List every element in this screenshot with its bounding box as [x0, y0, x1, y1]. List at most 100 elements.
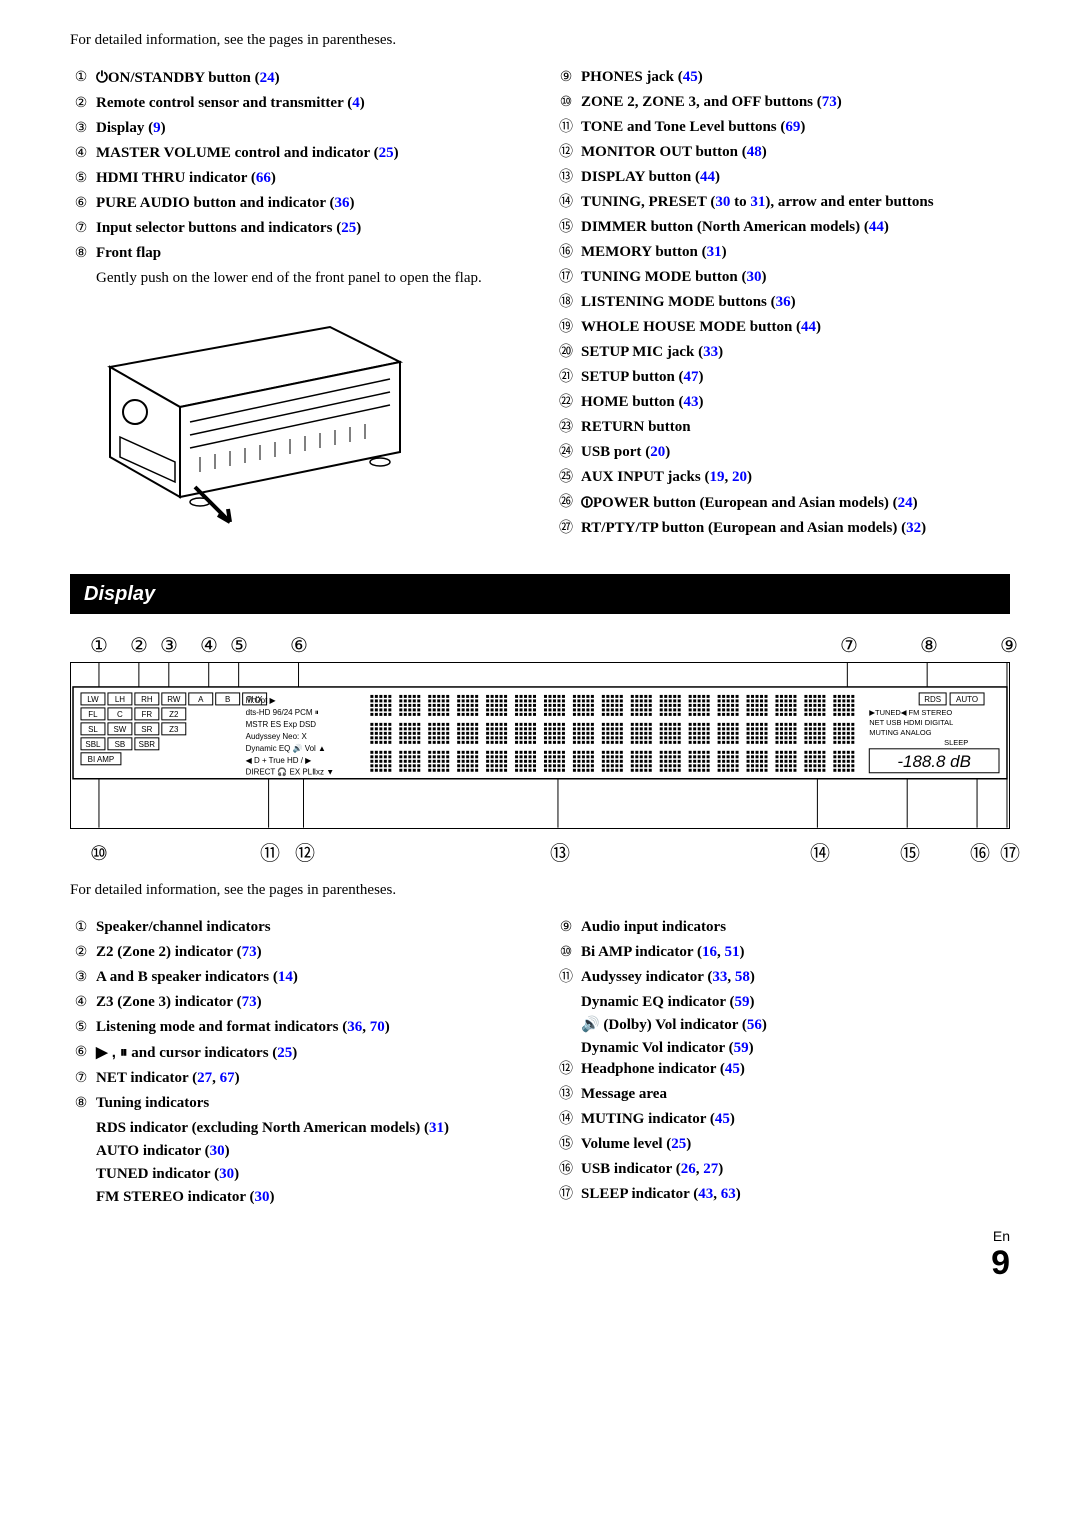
list-item: ⑨PHONES jack (45) — [555, 67, 1010, 88]
display-panel-svg: LWLHRHRWABTHXFLCFRZ2SLSWSRZ3SBLSBSBRBI A… — [70, 662, 1010, 829]
item-body: Display (9) — [96, 118, 525, 139]
list-item: ①Speaker/channel indicators — [70, 917, 525, 938]
list-item: ⑮Volume level (25) — [555, 1134, 1010, 1155]
item-number: ④ — [70, 143, 92, 163]
svg-text:BI AMP: BI AMP — [88, 755, 115, 764]
svg-text:A: A — [198, 695, 204, 704]
item-body: MONITOR OUT button (48) — [581, 142, 1010, 163]
item-body: Speaker/channel indicators — [96, 917, 525, 938]
item-number: ⑯ — [555, 1159, 577, 1179]
display-right-col: ⑨Audio input indicators⑩Bi AMP indicator… — [555, 917, 1010, 1209]
svg-text:SBR: SBR — [139, 740, 156, 749]
svg-text:SBL: SBL — [85, 740, 101, 749]
callout-number: ⑯ — [970, 840, 990, 868]
list-item: ㉒HOME button (43) — [555, 392, 1010, 413]
item-number: ⑦ — [70, 218, 92, 238]
callout-number: ⑭ — [810, 840, 830, 868]
item-body: Tuning indicators — [96, 1093, 525, 1114]
svg-text:B: B — [225, 695, 230, 704]
footer-lang: En — [70, 1227, 1010, 1247]
list-item: ⑳SETUP MIC jack (33) — [555, 342, 1010, 363]
svg-text:LW: LW — [87, 695, 99, 704]
callout-number: ② — [130, 632, 148, 660]
list-item: ㉔USB port (20) — [555, 442, 1010, 463]
item-number: ㉔ — [555, 442, 577, 462]
item-number: ⑭ — [555, 192, 577, 212]
display-section-heading: Display — [70, 574, 1010, 614]
callout-number: ① — [90, 632, 108, 660]
list-item: ③A and B speaker indicators (14) — [70, 967, 525, 988]
item-number: ① — [70, 67, 92, 87]
list-item: ⑯USB indicator (26, 27) — [555, 1159, 1010, 1180]
svg-text:M.Opt ▶: M.Opt ▶ — [246, 696, 277, 705]
item-body: SETUP button (47) — [581, 367, 1010, 388]
item-number: ⑰ — [555, 267, 577, 287]
item-number: ⑨ — [555, 67, 577, 87]
receiver-illustration — [80, 307, 525, 534]
item-body: RT/PTY/TP button (European and Asian mod… — [581, 518, 1010, 539]
item-body: TUNING, PRESET (30 to 31), arrow and ent… — [581, 192, 1010, 213]
item-body: Remote control sensor and transmitter (4… — [96, 93, 525, 114]
item-body: AUX INPUT jacks (19, 20) — [581, 467, 1010, 488]
list-item: ⑪Audyssey indicator (33, 58) — [555, 967, 1010, 988]
item-body: ⏼POWER button (European and Asian models… — [581, 492, 1010, 514]
callout-number: ⑦ — [840, 632, 858, 660]
list-item: ⑩ZONE 2, ZONE 3, and OFF buttons (73) — [555, 92, 1010, 113]
item-body: A and B speaker indicators (14) — [96, 967, 525, 988]
footer-page-number: 9 — [70, 1246, 1010, 1280]
list-item: ㉕AUX INPUT jacks (19, 20) — [555, 467, 1010, 488]
list-item: ⑰TUNING MODE button (30) — [555, 267, 1010, 288]
front-panel-right-col: ⑨PHONES jack (45) ⑩ZONE 2, ZONE 3, and OF… — [555, 67, 1010, 544]
item-body: LISTENING MODE buttons (36) — [581, 292, 1010, 313]
callout-number: ⑧ — [920, 632, 938, 660]
intro-text: For detailed information, see the pages … — [70, 30, 1010, 51]
list-item: ㉑SETUP button (47) — [555, 367, 1010, 388]
list-item: ④Z3 (Zone 3) indicator (73) — [70, 992, 525, 1013]
item-number: ⑥ — [70, 1042, 92, 1062]
item-number: ㉕ — [555, 467, 577, 487]
list-item: ⑭TUNING, PRESET (30 to 31), arrow and en… — [555, 192, 1010, 213]
svg-text:FL: FL — [88, 710, 98, 719]
item-number: ⑲ — [555, 317, 577, 337]
svg-text:LH: LH — [115, 695, 125, 704]
item-body: NET indicator (27, 67) — [96, 1068, 525, 1089]
item-body: Headphone indicator (45) — [581, 1059, 1010, 1080]
item-sub: Dynamic Vol indicator (59) — [581, 1038, 1010, 1059]
svg-text:◀ D + True HD / ▶: ◀ D + True HD / ▶ — [246, 756, 312, 765]
callout-number: ⑥ — [290, 632, 308, 660]
display-left-col: ①Speaker/channel indicators ②Z2 (Zone 2) … — [70, 917, 525, 1209]
display-figure: ①②③④⑤⑥⑦⑧⑨ LWLHRHRWABTHXFLCFRZ2SLSWSRZ3SB… — [70, 632, 1010, 866]
item-number: ㉑ — [555, 367, 577, 387]
list-item: ⑯MEMORY button (31) — [555, 242, 1010, 263]
item-body: USB indicator (26, 27) — [581, 1159, 1010, 1180]
item-number: ⑥ — [70, 193, 92, 213]
item-number: ③ — [70, 118, 92, 138]
svg-text:RH: RH — [141, 695, 153, 704]
item-body: TUNING MODE button (30) — [581, 267, 1010, 288]
item-body: PHONES jack (45) — [581, 67, 1010, 88]
svg-text:SLEEP: SLEEP — [944, 738, 968, 747]
item-body: Bi AMP indicator (16, 51) — [581, 942, 1010, 963]
item-body: TONE and Tone Level buttons (69) — [581, 117, 1010, 138]
list-item: ⑮DIMMER button (North American models) (… — [555, 217, 1010, 238]
item-number: ⑱ — [555, 292, 577, 312]
page-footer: En 9 — [70, 1227, 1010, 1281]
item-body: MEMORY button (31) — [581, 242, 1010, 263]
svg-text:SW: SW — [113, 725, 126, 734]
svg-text:SR: SR — [141, 725, 152, 734]
list-item: ⑦NET indicator (27, 67) — [70, 1068, 525, 1089]
item-body: SLEEP indicator (43, 63) — [581, 1184, 1010, 1205]
item-number: ① — [70, 917, 92, 937]
front-panel-right-list: ⑨PHONES jack (45) ⑩ZONE 2, ZONE 3, and OF… — [555, 67, 1010, 539]
svg-text:MUTING ANALOG: MUTING ANALOG — [869, 728, 931, 737]
display-left-list: ①Speaker/channel indicators ②Z2 (Zone 2) … — [70, 917, 525, 1208]
svg-text:DIRECT 🎧 EX PLⅡxz ▼: DIRECT 🎧 EX PLⅡxz ▼ — [246, 767, 334, 777]
item-number: ② — [70, 93, 92, 113]
callout-number: ⑨ — [1000, 632, 1018, 660]
item-body: MUTING indicator (45) — [581, 1109, 1010, 1130]
svg-text:▶TUNED◀ FM STEREO: ▶TUNED◀ FM STEREO — [869, 708, 952, 717]
callout-number: ⑫ — [295, 840, 315, 868]
list-item: ②Z2 (Zone 2) indicator (73) — [70, 942, 525, 963]
item-number: ⑩ — [555, 92, 577, 112]
item-number: ⑪ — [555, 117, 577, 137]
